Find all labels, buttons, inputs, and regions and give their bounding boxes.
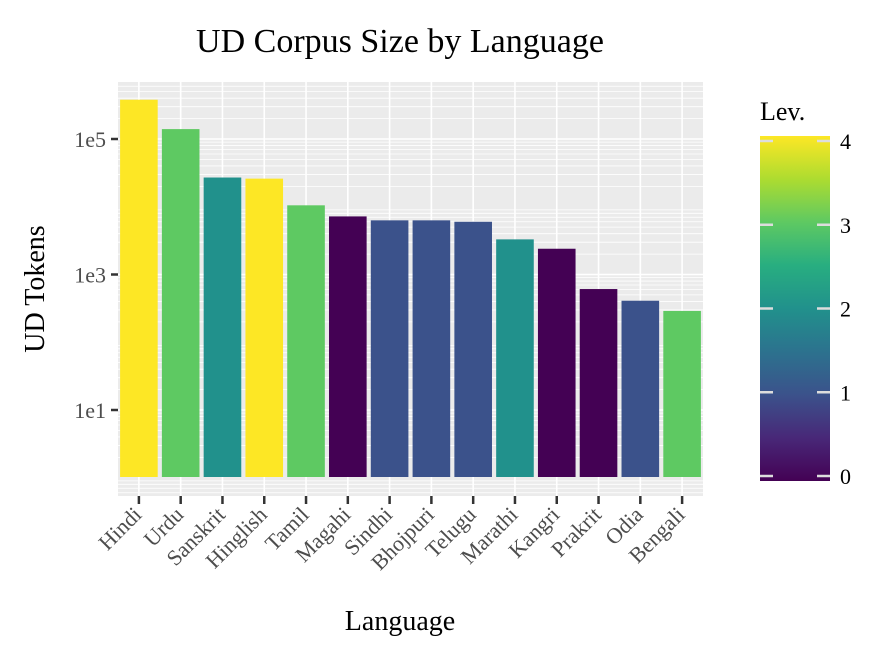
bar-hindi xyxy=(120,99,158,477)
bar-bengali xyxy=(663,310,701,477)
legend-tick-label: 3 xyxy=(840,213,851,238)
legend-ticks: 0 1 2 3 4 xyxy=(760,129,851,489)
bar-kangri xyxy=(537,248,576,477)
bar-marathi xyxy=(496,239,534,477)
legend-tick-label: 1 xyxy=(840,380,851,405)
x-tick-label: Hindi xyxy=(93,502,146,555)
bars xyxy=(120,99,701,478)
bar-sanskrit xyxy=(203,177,242,478)
y-tick-label: 1e3 xyxy=(74,263,106,288)
y-tick-label: 1e1 xyxy=(74,398,106,423)
bar-hinglish xyxy=(245,178,284,477)
y-axis-label: UD Tokens xyxy=(20,225,51,352)
y-axis: 1e1 1e3 1e5 xyxy=(74,127,118,423)
chart-title: UD Corpus Size by Language xyxy=(196,23,604,60)
bar-telugu xyxy=(454,221,492,477)
legend-tick-label: 2 xyxy=(840,297,851,322)
legend-tick-label: 0 xyxy=(840,464,851,489)
bar-prakrit xyxy=(579,289,618,477)
legend: Lev. 0 1 2 3 4 xyxy=(760,97,851,489)
bar-tamil xyxy=(287,205,325,477)
bar-bhojpuri xyxy=(412,220,451,478)
bar-urdu xyxy=(161,129,200,477)
bar-odia xyxy=(621,300,660,477)
y-tick-label: 1e5 xyxy=(74,127,106,152)
legend-title: Lev. xyxy=(760,97,805,126)
bar-magahi xyxy=(329,216,367,478)
x-axis-label: Language xyxy=(345,606,455,637)
x-axis: HindiUrduSanskritHinglishTamilMagahiSind… xyxy=(93,496,690,575)
legend-tick-label: 4 xyxy=(840,129,851,154)
bar-sindhi xyxy=(370,220,409,478)
